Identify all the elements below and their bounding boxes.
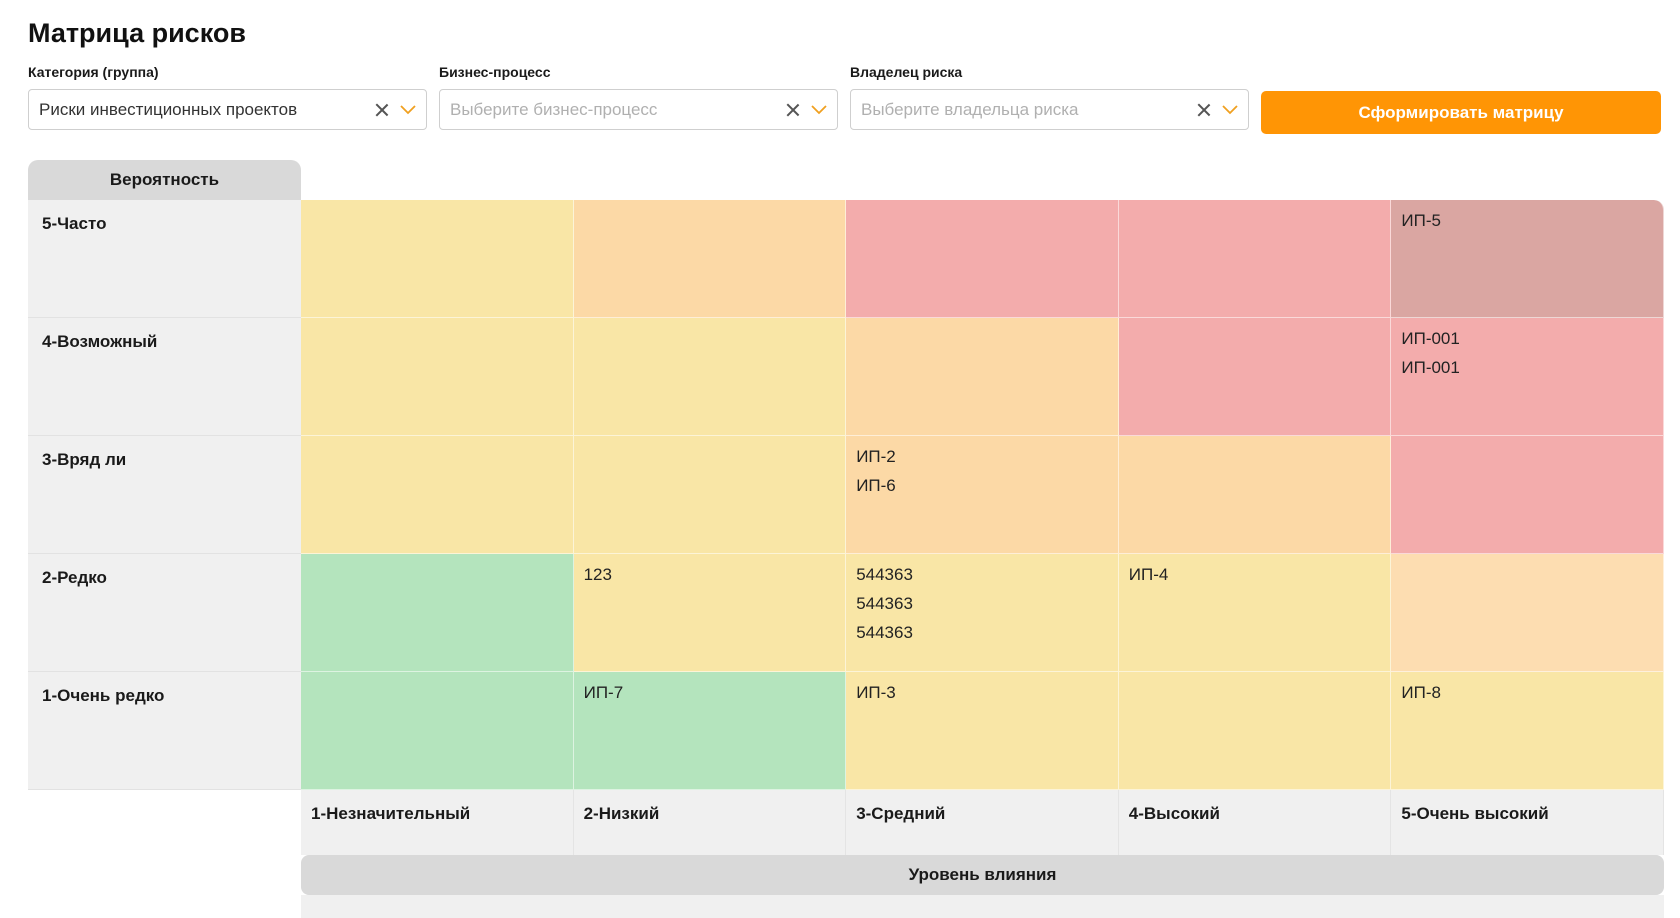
col-label-4: 4-Высокий (1118, 790, 1392, 855)
bottom-strip (301, 895, 1664, 918)
col-label-2: 2-Низкий (573, 790, 847, 855)
cell-r2-c1 (301, 554, 574, 672)
col-label-1: 1-Незначительный (301, 790, 574, 855)
risk-item[interactable]: ИП-8 (1401, 683, 1441, 702)
cell-r2-c2: 123 (573, 554, 847, 672)
chevron-down-icon[interactable] (400, 102, 416, 118)
cell-r3-c1 (301, 436, 574, 554)
probability-header: Вероятность (28, 160, 301, 200)
cell-r1-c5: ИП-8 (1391, 672, 1664, 790)
cell-r5-c4 (1118, 200, 1392, 318)
matrix-corner (28, 790, 301, 855)
risk-item[interactable]: 544363 (856, 623, 913, 642)
risk-item[interactable]: ИП-5 (1401, 211, 1441, 230)
cell-r5-c5: ИП-5 (1391, 200, 1664, 318)
cell-r3-c2 (573, 436, 847, 554)
cell-r5-c3 (846, 200, 1119, 318)
chevron-down-icon[interactable] (1222, 102, 1238, 118)
cell-r4-c4 (1118, 318, 1392, 436)
owner-label: Владелец риска (850, 64, 963, 80)
risk-item[interactable]: 544363 (856, 594, 913, 613)
owner-placeholder: Выберите владельца риска (861, 99, 1079, 119)
cell-r5-c2 (573, 200, 847, 318)
cell-r1-c2: ИП-7 (573, 672, 847, 790)
cell-r5-c1 (301, 200, 574, 318)
cell-r2-c5 (1391, 554, 1664, 672)
cell-r4-c5: ИП-001 ИП-001 (1391, 318, 1664, 436)
owner-select[interactable]: Выберите владельца риска (850, 89, 1249, 130)
process-select[interactable]: Выберите бизнес-процесс (439, 89, 838, 130)
category-label: Категория (группа) (28, 64, 159, 80)
cell-r1-c4 (1118, 672, 1392, 790)
build-matrix-button[interactable]: Сформировать матрицу (1261, 91, 1661, 134)
risk-item[interactable]: ИП-001 (1401, 329, 1460, 348)
col-label-3: 3-Средний (846, 790, 1119, 855)
risk-item[interactable]: ИП-2 (856, 447, 896, 466)
cell-r1-c1 (301, 672, 574, 790)
col-label-5: 5-Очень высокий (1391, 790, 1664, 855)
cell-r3-c4 (1118, 436, 1392, 554)
risk-item[interactable]: ИП-7 (583, 683, 624, 702)
row-label-1: 1-Очень редко (28, 672, 301, 790)
cell-r2-c4: ИП-4 (1118, 554, 1392, 672)
owner-filter: Владелец риска Выберите владельца риска (850, 64, 1249, 134)
filters-bar: Категория (группа) Риски инвестиционных … (28, 64, 1666, 134)
process-label: Бизнес-процесс (439, 64, 551, 80)
clear-icon[interactable] (785, 102, 801, 118)
category-select[interactable]: Риски инвестиционных проектов (28, 89, 427, 130)
risk-item[interactable]: ИП-3 (856, 683, 896, 702)
submit-wrap: Сформировать матрицу (1261, 64, 1661, 134)
row-label-3: 3-Вряд ли (28, 436, 301, 554)
cell-r3-c5 (1391, 436, 1664, 554)
cell-r3-c3: ИП-2 ИП-6 (846, 436, 1119, 554)
impact-header: Уровень влияния (301, 855, 1664, 895)
row-label-2: 2-Редко (28, 554, 301, 672)
cell-r2-c3: 544363 544363 544363 (846, 554, 1119, 672)
cell-r4-c2 (573, 318, 847, 436)
cell-r1-c3: ИП-3 (846, 672, 1119, 790)
chevron-down-icon[interactable] (811, 102, 827, 118)
cell-r4-c3 (846, 318, 1119, 436)
category-value: Риски инвестиционных проектов (39, 99, 298, 119)
risk-item[interactable]: 544363 (856, 565, 913, 584)
risk-item[interactable]: ИП-4 (1128, 565, 1169, 584)
category-filter: Категория (группа) Риски инвестиционных … (28, 64, 427, 134)
risk-item[interactable]: ИП-6 (856, 476, 896, 495)
row-label-5: 5-Часто (28, 200, 301, 318)
page-title: Матрица рисков (28, 18, 246, 48)
process-placeholder: Выберите бизнес-процесс (450, 99, 658, 119)
risk-item[interactable]: ИП-001 (1401, 358, 1460, 377)
clear-icon[interactable] (1196, 102, 1212, 118)
clear-icon[interactable] (374, 102, 390, 118)
row-label-4: 4-Возможный (28, 318, 301, 436)
cell-r4-c1 (301, 318, 574, 436)
process-filter: Бизнес-процесс Выберите бизнес-процесс (439, 64, 838, 134)
risk-matrix: 5-Часто ИП-5 4-Возможный ИП-001 ИП-001 3… (28, 200, 1664, 855)
risk-item[interactable]: 123 (583, 565, 612, 584)
